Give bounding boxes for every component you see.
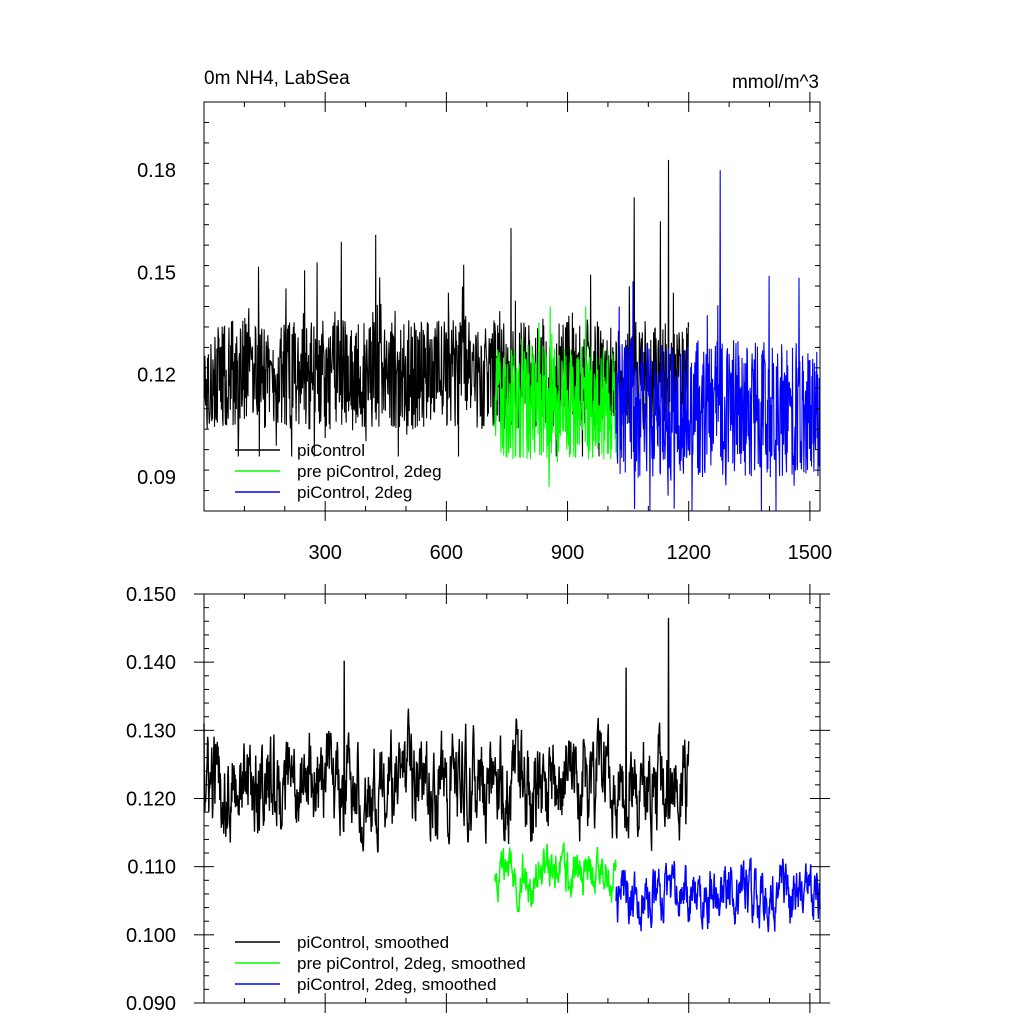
y-tick-label: 0.150 [126, 584, 176, 606]
y-tick-label: 0.100 [126, 925, 176, 947]
series-line-1 [203, 617, 690, 853]
y-tick-label: 0.09 [137, 467, 176, 489]
y-tick-label: 0.130 [126, 720, 176, 742]
y-tick-label: 0.18 [137, 160, 176, 182]
legend-label-2: pre piControl, 2deg, smoothed [297, 954, 526, 973]
top-axis-ticks: 300 600 900 1200 1500 0.09 0.12 0.15 0.18 [137, 92, 832, 564]
top-legend: piControl pre piControl, 2deg piControl, 2… [235, 441, 442, 502]
series-line-2 [494, 306, 617, 488]
bottom-axis-ticks: 0.090 0.100 0.110 0.120 0.130 0.140 0.150 [126, 584, 830, 1015]
units-label: mmol/m^3 [732, 72, 819, 93]
top-series-group [203, 159, 821, 512]
series-line-2 [494, 842, 617, 913]
y-tick-label: 0.15 [137, 262, 176, 284]
x-tick-label: 1500 [788, 542, 833, 564]
legend-label-1: piControl [297, 441, 365, 460]
legend-label-2: pre piControl, 2deg [297, 462, 442, 481]
series-line-3 [615, 170, 821, 512]
panel-top-ncl-timeseries: 0m NH4, LabSea mmol/m^3 300 600 900 1200 150… [137, 68, 832, 564]
bottom-series-group [203, 617, 821, 933]
y-tick-label: 0.12 [137, 365, 176, 387]
y-tick-label: 0.110 [127, 857, 176, 879]
y-tick-label: 0.090 [126, 993, 176, 1015]
chart-title: 0m NH4, LabSea [204, 68, 350, 89]
legend-label-3: piControl, 2deg, smoothed [297, 975, 496, 994]
x-tick-label: 1200 [666, 542, 711, 564]
legend-label-3: piControl, 2deg [297, 483, 412, 502]
series-line-3 [615, 857, 821, 933]
legend-label-1: piControl, smoothed [297, 933, 449, 952]
x-tick-label: 600 [430, 542, 463, 564]
y-tick-label: 0.120 [126, 789, 176, 811]
panel-bottom-ncl-timeseries: 0.090 0.100 0.110 0.120 0.130 0.140 0.150 piCo… [126, 584, 830, 1015]
x-tick-label: 300 [308, 542, 341, 564]
x-tick-label: 900 [551, 542, 584, 564]
y-tick-label: 0.140 [126, 652, 176, 674]
bottom-legend: piControl, smoothed pre piControl, 2deg, … [235, 933, 526, 994]
